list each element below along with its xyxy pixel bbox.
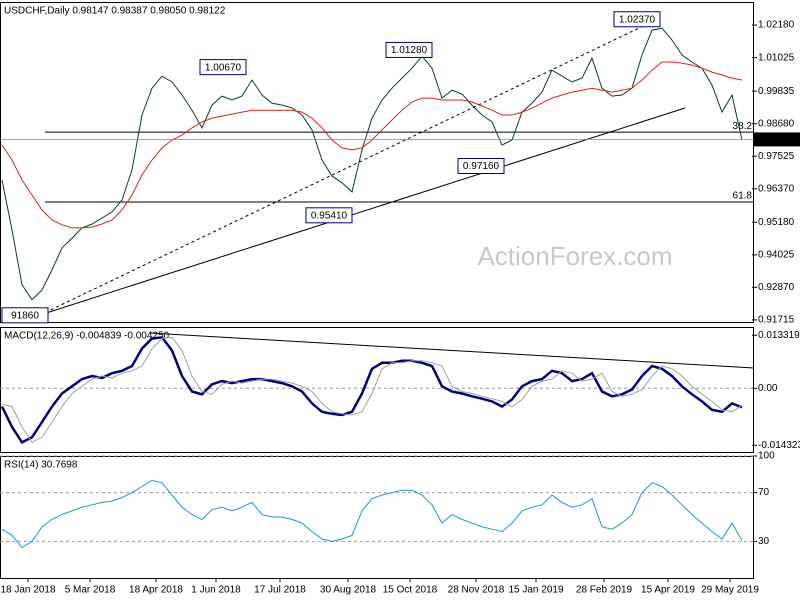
annotation-box xyxy=(613,11,661,28)
panel-frame xyxy=(0,456,754,579)
y-tick-label: 1.02180 xyxy=(758,20,795,31)
annotation-label: 1.01280 xyxy=(391,45,428,56)
channel-line xyxy=(39,17,661,316)
x-tick-label: 18 Apr 2018 xyxy=(129,585,183,596)
y-tick-label: 0.94025 xyxy=(758,249,795,260)
panel-frame xyxy=(0,2,754,323)
x-tick-label: 29 May 2019 xyxy=(701,585,759,596)
fib-label: 38.2 xyxy=(733,121,753,132)
watermark: ActionForex.com xyxy=(477,241,672,271)
panel-title: USDCHF,Daily 0.98147 0.98387 0.98050 0.9… xyxy=(4,6,226,17)
x-tick-label: 28 Feb 2019 xyxy=(576,585,633,596)
annotation-label: 1.02370 xyxy=(619,14,656,25)
y-tick-label: 100 xyxy=(758,451,775,462)
panel-title: RSI(14) 30.7698 xyxy=(4,460,78,471)
annotation-label: 0.95410 xyxy=(311,210,348,221)
y-tick-label: -0.014323 xyxy=(758,440,800,451)
series-line xyxy=(1,479,743,549)
last-price-box xyxy=(754,132,800,147)
annotation-box xyxy=(457,158,505,175)
series-line xyxy=(1,27,743,301)
y-tick-label: 0.92870 xyxy=(758,282,795,293)
x-tick-label: 5 Mar 2018 xyxy=(65,585,116,596)
y-tick-label: 0.013319 xyxy=(758,330,800,341)
fib-label: 61.8 xyxy=(733,191,753,202)
y-tick-label: 0.97525 xyxy=(758,151,795,162)
annotation-box xyxy=(199,59,247,76)
panel-title: MACD(12,26,9) -0.004839 -0.004250 xyxy=(4,331,170,342)
x-tick-label: 15 Oct 2018 xyxy=(383,585,438,596)
series-line xyxy=(1,61,743,229)
annotation-label: 0.97160 xyxy=(463,161,500,172)
x-tick-label: 30 Aug 2018 xyxy=(320,585,377,596)
trend-line xyxy=(39,107,686,316)
y-tick-label: 0.99835 xyxy=(758,86,795,97)
y-tick-label: 0.98680 xyxy=(758,118,795,129)
annotation-box xyxy=(305,207,353,224)
y-tick-label: 70 xyxy=(758,487,770,498)
y-tick-label: 1.01025 xyxy=(758,52,795,63)
macd-trend-line xyxy=(149,332,755,369)
annotation-label: 1.00670 xyxy=(205,62,242,73)
y-tick-label: 0.96370 xyxy=(758,183,795,194)
y-tick-label: 0.00 xyxy=(758,383,778,394)
last-price-label: 0.98122 xyxy=(758,134,795,145)
y-tick-label: 0.95180 xyxy=(758,217,795,228)
x-tick-label: 28 Nov 2018 xyxy=(448,585,505,596)
series-line xyxy=(1,336,743,444)
annotation-box xyxy=(1,307,49,324)
x-tick-label: 17 Jul 2018 xyxy=(254,585,306,596)
x-tick-label: 15 Jan 2019 xyxy=(508,585,563,596)
y-tick-label: 0.91715 xyxy=(758,315,795,326)
x-tick-label: 15 Apr 2019 xyxy=(641,585,695,596)
x-tick-label: 1 Jun 2018 xyxy=(191,585,241,596)
x-tick-label: 18 Jan 2018 xyxy=(0,585,55,596)
annotation-box xyxy=(385,41,433,58)
y-tick-label: 30 xyxy=(758,536,770,547)
annotation-label: 91860 xyxy=(11,310,39,321)
panel-frame xyxy=(0,327,754,453)
